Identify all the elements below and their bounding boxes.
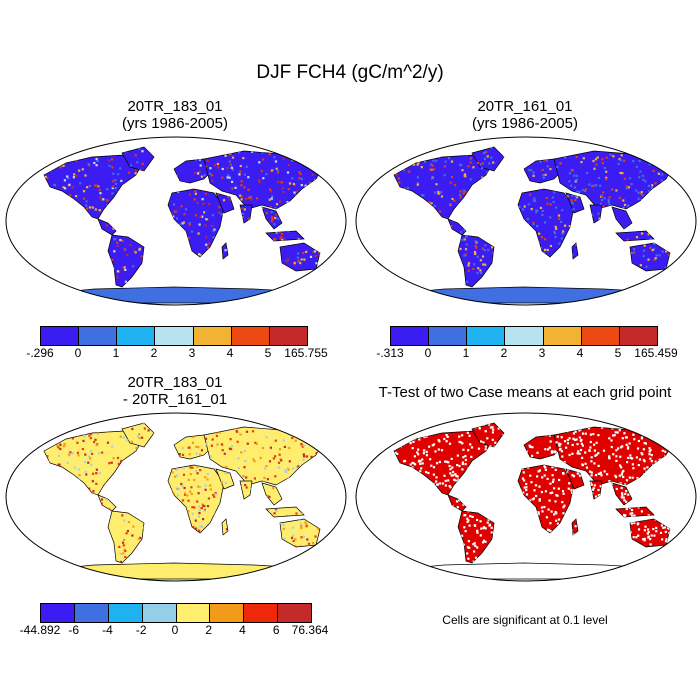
colorbar-panel-2-labels: -.313 0 1 2 3 4 5 165.459 [376, 346, 677, 362]
land-northAmerica [43, 154, 145, 220]
colorbar-tick-label: 0 [171, 623, 179, 637]
colorbar-panel-1-labels: -.296 0 1 2 3 4 5 165.755 [26, 346, 327, 362]
map-panel-4 [355, 412, 697, 582]
colorbar-swatch [155, 327, 194, 345]
land-southAmerica [107, 510, 145, 564]
panel-2-title: 20TR_161_01 (yrs 1986-2005) [375, 98, 675, 132]
land-indonesia [615, 230, 655, 242]
colorbar-tick-label: 1 [112, 346, 120, 360]
colorbar-panel-1 [40, 326, 308, 346]
colorbar-swatch [41, 604, 75, 622]
land-northAmerica [393, 154, 495, 220]
land-centralAm [97, 218, 117, 236]
colorbar-tick-label: -.296 [26, 346, 54, 360]
land-centralAm [447, 494, 467, 512]
colorbar-tick-label: 4 [576, 346, 584, 360]
colorbar-tick-label: 165.459 [634, 346, 678, 360]
land-arabia [565, 468, 585, 490]
colorbar-swatch [269, 327, 307, 345]
colorbar-swatch [619, 327, 657, 345]
colorbar-tick-label: 6 [272, 623, 280, 637]
land-greenland [121, 422, 155, 448]
panel-1-title-line2: (yrs 1986-2005) [122, 115, 228, 132]
colorbar-tick-label: 3 [188, 346, 196, 360]
map-border [355, 412, 697, 582]
land-india [239, 480, 253, 500]
colorbar-swatch [117, 327, 156, 345]
land-seAsia [261, 482, 283, 506]
significance-note: Cells are significant at 0.1 level [442, 613, 608, 627]
colorbar-tick-label: 4 [226, 346, 234, 360]
colorbar-swatch [543, 327, 582, 345]
land-seAsia [611, 206, 633, 230]
land-arabia [215, 192, 235, 214]
colorbar-tick-label: 76.364 [291, 623, 329, 637]
colorbar-panel-3-labels: -44.892 -6 -4 -2 0 2 4 6 76.364 [20, 623, 329, 639]
colorbar-tick-label: 2 [500, 346, 508, 360]
panel-2-title-line1: 20TR_161_01 [477, 98, 573, 115]
colorbar-tick-label: 0 [424, 346, 432, 360]
colorbar-swatch [278, 604, 311, 622]
land-southAmerica [457, 234, 495, 288]
map-panel-1 [5, 136, 347, 306]
colorbar-tick-label: 1 [462, 346, 470, 360]
colorbar-tick-label: 3 [538, 346, 546, 360]
panel-1-title: 20TR_183_01 (yrs 1986-2005) [25, 98, 325, 132]
colorbar-tick-label: -2 [135, 623, 147, 637]
colorbar-swatch [74, 604, 109, 622]
panel-1-title-line1: 20TR_183_01 [127, 98, 223, 115]
map-panel-2 [355, 136, 697, 306]
colorbar-swatch [108, 604, 143, 622]
colorbar-tick-label: 2 [205, 623, 213, 637]
map-border [355, 136, 697, 306]
colorbar-swatch [231, 327, 270, 345]
land-africa [167, 464, 225, 534]
colorbar-tick-label: 165.755 [284, 346, 328, 360]
colorbar-tick-label: 5 [614, 346, 622, 360]
colorbar-tick-label: -44.892 [19, 623, 61, 637]
colorbar-swatch [391, 327, 430, 345]
colorbar-tick-label: 5 [264, 346, 272, 360]
colorbar-swatch [581, 327, 620, 345]
map-border [5, 136, 347, 306]
panel-3-title-line2: - 20TR_161_01 [122, 391, 228, 408]
colorbar-panel-3 [40, 603, 312, 623]
colorbar-swatch [79, 327, 118, 345]
colorbar-swatch [176, 604, 211, 622]
map-border [5, 412, 347, 582]
colorbar-tick-label: -.313 [376, 346, 404, 360]
colorbar-swatch [210, 604, 245, 622]
colorbar-swatch [505, 327, 544, 345]
panel-4-title: T-Test of two Case means at each grid po… [350, 384, 700, 401]
map-panel-3 [5, 412, 347, 582]
panel-2-title-line2: (yrs 1986-2005) [472, 115, 578, 132]
colorbar-panel-2 [390, 326, 658, 346]
colorbar-tick-label: 4 [239, 623, 246, 637]
colorbar-swatch [429, 327, 468, 345]
panel-4-title-line1: T-Test of two Case means at each grid po… [378, 384, 672, 401]
panel-3-title-line1: 20TR_183_01 [127, 374, 223, 391]
colorbar-swatch [193, 327, 232, 345]
colorbar-tick-label: 0 [74, 346, 82, 360]
colorbar-tick-label: -4 [102, 623, 113, 637]
colorbar-tick-label: -6 [68, 623, 80, 637]
colorbar-swatch [467, 327, 506, 345]
figure-title: DJF FCH4 (gC/m^2/y) [256, 62, 444, 83]
colorbar-swatch [142, 604, 177, 622]
panel-3-title: 20TR_183_01 - 20TR_161_01 [25, 374, 325, 408]
colorbar-swatch [244, 604, 279, 622]
colorbar-tick-label: 2 [150, 346, 158, 360]
colorbar-swatch [41, 327, 80, 345]
